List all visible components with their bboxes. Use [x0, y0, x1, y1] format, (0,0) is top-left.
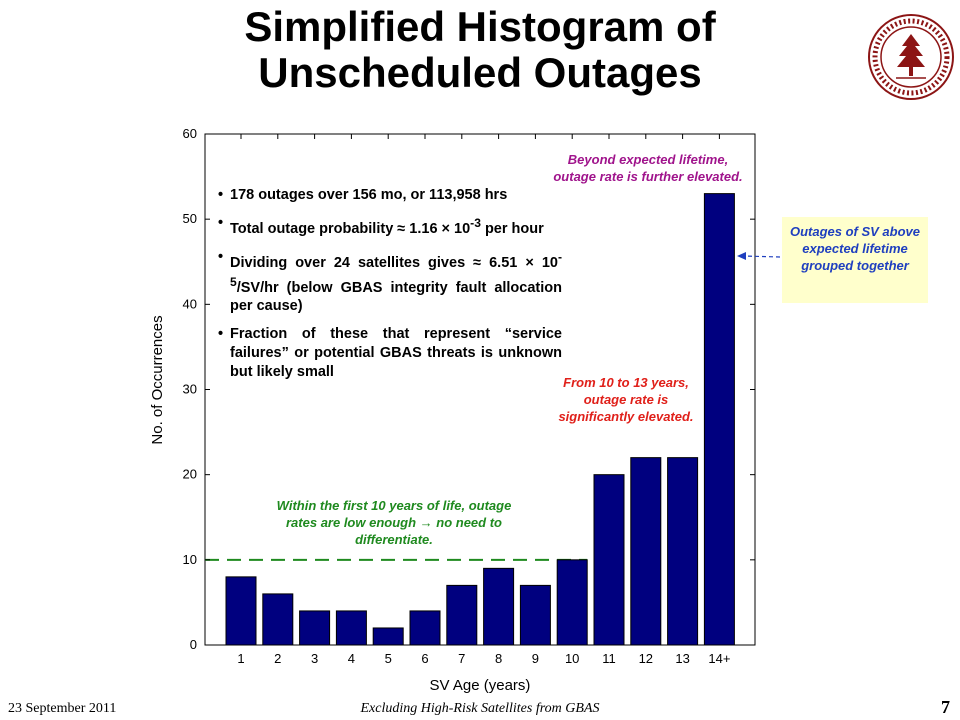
bar [446, 584, 478, 646]
bar [335, 610, 367, 646]
x-tick-label: 5 [385, 651, 392, 666]
slide-title: Simplified Histogram of Unscheduled Outa… [60, 4, 900, 96]
bullet-text-mid: 1.16 × 10 [405, 220, 471, 237]
callout-box: Outages of SV above expected lifetime gr… [782, 217, 928, 303]
x-tick-label: 2 [274, 651, 281, 666]
approx-symbol: ≈ [397, 220, 406, 237]
bar [630, 457, 662, 646]
bullet-item: Fraction of these that represent “servic… [218, 325, 562, 382]
bar [409, 610, 441, 646]
bullet-text-post: /SV/hr (below GBAS integrity fault alloc… [230, 279, 562, 315]
approx-symbol: ≈ [473, 254, 482, 271]
bar [667, 457, 699, 646]
x-tick-label: 12 [639, 651, 653, 666]
bullet-exponent: -5 [230, 249, 562, 289]
footer-title: Excluding High-Risk Satellites from GBAS [360, 701, 600, 716]
y-tick-label: 0 [190, 637, 197, 652]
x-tick-label: 13 [675, 651, 689, 666]
bullet-text-pre: Total outage probability [230, 220, 398, 237]
x-tick-label: 10 [565, 651, 579, 666]
university-seal-logo [868, 14, 954, 100]
annotation-green-text: Within the first 10 years of life, outag… [276, 498, 512, 530]
bullet-item: Dividing over 24 satellites gives ≈ 6.51… [218, 248, 562, 317]
y-tick-label: 40 [183, 296, 197, 311]
y-axis: 0 10 20 30 40 50 60 [183, 126, 755, 652]
annotation-beyond-lifetime: Beyond expected lifetime, outage rate is… [553, 152, 743, 184]
bar [556, 559, 588, 646]
y-tick-label: 20 [183, 467, 197, 482]
bar [519, 584, 551, 646]
bullet-text: Fraction of these that represent “servic… [230, 326, 562, 381]
x-tick-label: 11 [602, 651, 616, 666]
bar [372, 627, 404, 646]
x-tick-label: 6 [421, 651, 428, 666]
y-tick-label: 50 [183, 211, 197, 226]
footer-date: 23 September 2011 [8, 701, 117, 716]
bar [483, 567, 515, 646]
bullet-list: 178 outages over 156 mo, or 113,958 hrs … [218, 186, 562, 391]
slide-title-line2: Unscheduled Outages [258, 49, 702, 96]
x-tick-label: 8 [495, 651, 502, 666]
x-axis-label: SV Age (years) [430, 677, 531, 694]
x-axis: 1 2 3 4 5 6 7 8 9 10 11 12 13 14+ [237, 134, 730, 666]
callout-arrow [737, 252, 781, 260]
bullet-text-post: per hour [480, 220, 544, 237]
x-tick-label: 14+ [708, 651, 730, 666]
bar [262, 593, 294, 646]
x-tick-label: 1 [237, 651, 244, 666]
bullet-item: Total outage probability ≈ 1.16 × 10-3 p… [218, 214, 562, 239]
x-tick-label: 3 [311, 651, 318, 666]
annotation-green-text-end: no need to differentiate. [355, 515, 502, 547]
bullet-text-pre: Dividing over 24 satellites gives [230, 254, 474, 271]
bullet-exponent: -3 [470, 216, 481, 230]
x-tick-label: 7 [458, 651, 465, 666]
x-tick-label: 9 [532, 651, 539, 666]
bar [703, 193, 735, 646]
annotation-first-10-years: Within the first 10 years of life, outag… [268, 497, 520, 548]
x-tick-label: 4 [348, 651, 355, 666]
y-axis-label: No. of Occurrences [149, 315, 166, 444]
bullet-text-mid: 6.51 × 10 [481, 254, 558, 271]
bar [593, 474, 625, 646]
y-tick-label: 30 [183, 382, 197, 397]
bars [225, 193, 735, 646]
bullet-text: 178 outages over 156 mo, or 113,958 hrs [230, 187, 508, 203]
y-tick-label: 10 [183, 552, 197, 567]
bar [299, 610, 331, 646]
annotation-10-to-13-years: From 10 to 13 years, outage rate is sign… [558, 375, 694, 424]
y-tick-label: 60 [183, 126, 197, 141]
page-number: 7 [941, 697, 950, 717]
right-arrow-icon: → [419, 515, 433, 530]
bar [225, 576, 257, 646]
bullet-item: 178 outages over 156 mo, or 113,958 hrs [218, 186, 562, 205]
slide-title-line1: Simplified Histogram of [244, 3, 716, 50]
